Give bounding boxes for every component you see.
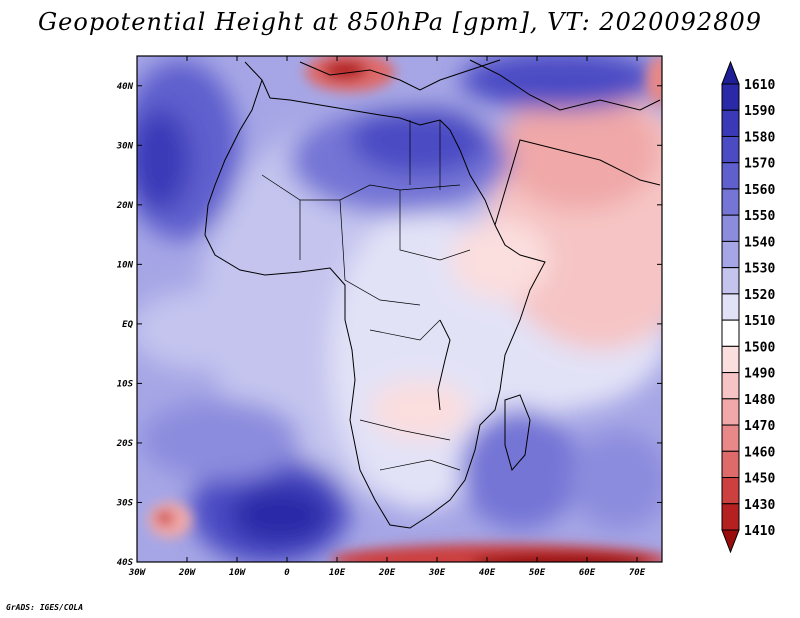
lat-tick-label: EQ xyxy=(122,320,133,330)
colorbar-label: 1430 xyxy=(744,498,775,513)
colorbar-swatch xyxy=(721,214,740,242)
chart-title: Geopotential Height at 850hPa [gpm], VT:… xyxy=(38,8,762,36)
colorbar-label: 1520 xyxy=(744,288,775,303)
colorbar-label: 1540 xyxy=(744,235,775,250)
colorbar-label: 1550 xyxy=(744,209,775,224)
lon-tick-label: 40E xyxy=(479,568,496,578)
lat-tick-label: 10N xyxy=(117,260,134,270)
colorbar-swatch xyxy=(721,450,740,479)
lat-tick-label: 40N xyxy=(117,82,134,92)
colorbar-swatch xyxy=(721,372,740,400)
colorbar-swatch xyxy=(721,83,740,111)
lon-tick-label: 60E xyxy=(579,568,596,578)
colorbar-swatch xyxy=(721,345,740,374)
country-borders xyxy=(261,120,471,471)
lon-tick-label: 20E xyxy=(378,568,396,578)
colorbar-bottom-arrow xyxy=(721,529,740,554)
lon-tick-label: 20W xyxy=(178,568,197,578)
lat-tick-label: 20S xyxy=(116,439,134,449)
colorbar-label: 1510 xyxy=(744,314,775,329)
colorbar: 1610 1590 1580 1570 1560 1550 1540 1530 1520 1510… xyxy=(721,60,775,554)
colorbar-label: 1580 xyxy=(744,130,775,145)
colorbar-swatch xyxy=(721,398,740,426)
axis-ticks: 30W 20W 10W 0 10E 20E 30E 40E 50E 60E 70E 40N 30N 20N… xyxy=(116,56,662,578)
colorbar-label: 1470 xyxy=(744,419,775,434)
colorbar-label: 1590 xyxy=(744,104,775,119)
colorbar-swatch xyxy=(721,267,740,295)
lon-tick-label: 30W xyxy=(128,568,147,578)
lat-tick-label: 10S xyxy=(117,379,134,389)
colorbar-label: 1530 xyxy=(744,262,775,277)
colorbar-swatch xyxy=(721,319,740,347)
colorbar-label: 1570 xyxy=(744,157,775,172)
colorbar-swatch xyxy=(721,424,740,452)
lon-tick-label: 30E xyxy=(428,568,446,578)
colorbar-swatch xyxy=(721,240,740,269)
plot-frame xyxy=(136,55,663,563)
height-field xyxy=(137,56,662,562)
lon-tick-label: 0 xyxy=(284,568,290,578)
colorbar-label: 1490 xyxy=(744,367,775,382)
lon-tick-label: 50E xyxy=(529,568,546,578)
colorbar-label: 1410 xyxy=(744,524,775,539)
footer-credit: GrADS: IGES/COLA xyxy=(6,603,84,612)
colorbar-swatch xyxy=(721,188,740,216)
lat-tick-label: 40S xyxy=(117,558,134,568)
colorbar-swatch xyxy=(721,162,740,190)
colorbar-swatch xyxy=(721,109,740,137)
lat-tick-label: 20N xyxy=(116,201,134,211)
colorbar-label: 1560 xyxy=(744,183,775,198)
colorbar-swatch xyxy=(721,135,740,164)
colorbar-label: 1450 xyxy=(744,472,775,487)
colorbar-swatch xyxy=(721,293,740,321)
lat-tick-label: 30N xyxy=(116,141,134,151)
colorbar-swatch xyxy=(721,477,740,505)
lon-tick-label: 70E xyxy=(629,568,646,578)
colorbar-label: 1610 xyxy=(744,78,775,93)
colorbar-label: 1480 xyxy=(744,393,775,408)
lon-tick-label: 10E xyxy=(329,568,346,578)
lon-tick-label: 10W xyxy=(229,568,247,578)
colorbar-swatch xyxy=(721,503,740,531)
lat-tick-label: 30S xyxy=(116,498,134,508)
colorbar-label: 1460 xyxy=(744,445,775,460)
colorbar-top-arrow xyxy=(721,60,740,85)
colorbar-label: 1500 xyxy=(744,340,775,355)
